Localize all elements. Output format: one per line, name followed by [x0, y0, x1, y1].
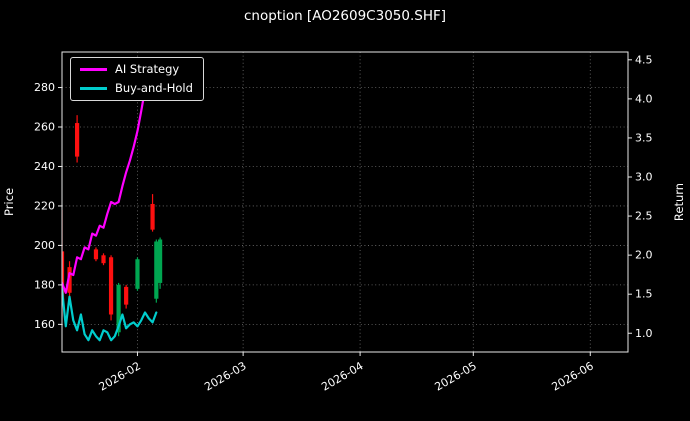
svg-text:1.5: 1.5 [635, 288, 653, 301]
legend-swatch-1 [80, 86, 107, 90]
svg-text:200: 200 [34, 239, 55, 252]
svg-text:160: 160 [34, 318, 55, 331]
legend: AI Strategy Buy-and-Hold [70, 57, 204, 101]
svg-text:260: 260 [34, 121, 55, 134]
svg-text:2.5: 2.5 [635, 210, 653, 223]
svg-text:280: 280 [34, 81, 55, 94]
svg-text:4.5: 4.5 [635, 53, 653, 66]
svg-text:2026-05: 2026-05 [432, 359, 478, 393]
svg-text:1.0: 1.0 [635, 327, 653, 340]
svg-text:4.0: 4.0 [635, 92, 653, 105]
legend-label: Buy-and-Hold [115, 80, 193, 95]
legend-label: AI Strategy [115, 62, 180, 76]
legend-swatch-0 [80, 68, 107, 72]
svg-text:2026-03: 2026-03 [202, 359, 248, 393]
chart-title: cnoption [AO2609C3050.SHF] [243, 8, 447, 24]
legend-item-buy-and-hold: Buy-and-Hold [80, 80, 193, 95]
svg-text:240: 240 [34, 160, 55, 173]
svg-text:3.0: 3.0 [635, 171, 653, 184]
svg-text:2026-02: 2026-02 [97, 359, 143, 393]
svg-text:2026-04: 2026-04 [319, 359, 365, 393]
svg-text:220: 220 [34, 199, 55, 212]
svg-text:2026-06: 2026-06 [549, 359, 595, 393]
svg-text:180: 180 [34, 278, 55, 291]
svg-text:3.5: 3.5 [635, 131, 653, 144]
svg-text:2.0: 2.0 [635, 249, 653, 262]
legend-item-ai-strategy: AI Strategy [80, 62, 193, 76]
